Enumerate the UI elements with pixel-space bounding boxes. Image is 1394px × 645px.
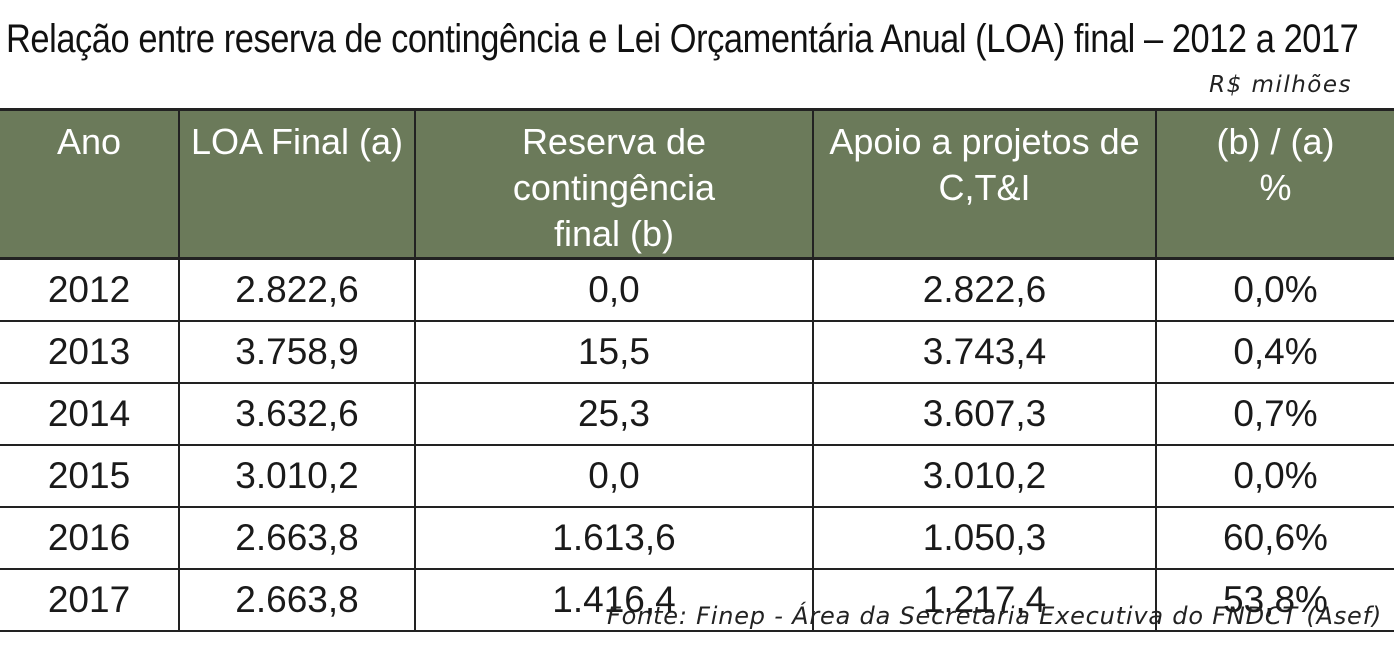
header-label-line1: Reserva de contingência (512, 121, 716, 208)
header-label-line2: % (1259, 167, 1292, 208)
unit-label: R$ milhões (1209, 72, 1352, 98)
cell-loa-final: 3.632,6 (178, 383, 416, 446)
cell-ano: 2016 (0, 507, 180, 570)
header-cell-ratio: (b) / (a) % (1155, 108, 1394, 260)
table-row: 2016 2.663,8 1.613,6 1.050,3 60,6% (0, 507, 1394, 570)
cell-apoio: 3.607,3 (812, 383, 1157, 446)
cell-ratio: 0,7% (1155, 383, 1394, 446)
header-label: Ano (56, 121, 122, 162)
cell-apoio: 3.743,4 (812, 321, 1157, 384)
header-label-line2: C,T&I (938, 167, 1031, 208)
cell-ano: 2013 (0, 321, 180, 384)
cell-ratio: 0,0% (1155, 258, 1394, 322)
cell-apoio: 2.822,6 (812, 258, 1157, 322)
cell-ano: 2014 (0, 383, 180, 446)
header-label-line1: (b) / (a) (1216, 121, 1335, 162)
table-row: 2012 2.822,6 0,0 2.822,6 0,0% (0, 258, 1394, 322)
chart-title: Relação entre reserva de contingência e … (6, 17, 1359, 61)
cell-ano: 2017 (0, 569, 180, 632)
cell-ratio: 53,8% (1155, 569, 1394, 632)
table-row: 2015 3.010,2 0,0 3.010,2 0,0% (0, 445, 1394, 508)
cell-apoio: 3.010,2 (812, 445, 1157, 508)
cell-apoio: 1.217,4 (812, 569, 1157, 632)
header-cell-apoio: Apoio a projetos de C,T&I (812, 108, 1157, 260)
cell-loa-final: 3.010,2 (178, 445, 416, 508)
cell-ratio: 0,0% (1155, 445, 1394, 508)
cell-ratio: 0,4% (1155, 321, 1394, 384)
header-cell-reserva: Reserva de contingência final (b) (414, 108, 814, 260)
cell-ano: 2012 (0, 258, 180, 322)
cell-ano: 2015 (0, 445, 180, 508)
header-label-line2: final (b) (553, 213, 675, 254)
cell-reserva: 0,0 (414, 445, 814, 508)
cell-reserva: 0,0 (414, 258, 814, 322)
cell-apoio: 1.050,3 (812, 507, 1157, 570)
cell-loa-final: 3.758,9 (178, 321, 416, 384)
cell-loa-final: 2.663,8 (178, 569, 416, 632)
header-cell-ano: Ano (0, 108, 180, 260)
header-cell-loa-final: LOA Final (a) (178, 108, 416, 260)
table-row: 2013 3.758,9 15,5 3.743,4 0,4% (0, 321, 1394, 384)
cell-loa-final: 2.822,6 (178, 258, 416, 322)
cell-reserva: 1.613,6 (414, 507, 814, 570)
header-label-line1: Apoio a projetos de (829, 121, 1140, 162)
table-row: 2017 2.663,8 1.416,4 1.217,4 53,8% (0, 569, 1394, 632)
cell-ratio: 60,6% (1155, 507, 1394, 570)
cell-reserva: 25,3 (414, 383, 814, 446)
table-row: 2014 3.632,6 25,3 3.607,3 0,7% (0, 383, 1394, 446)
cell-loa-final: 2.663,8 (178, 507, 416, 570)
cell-reserva: 1.416,4 (414, 569, 814, 632)
header-row: Ano LOA Final (a) Reserva de contingênci… (0, 108, 1394, 260)
source-note: Fonte: Finep - Área da Secretaria Execut… (606, 602, 1382, 630)
cell-reserva: 15,5 (414, 321, 814, 384)
data-table: Ano LOA Final (a) Reserva de contingênci… (0, 108, 1394, 632)
header-label: LOA Final (a) (190, 121, 404, 162)
